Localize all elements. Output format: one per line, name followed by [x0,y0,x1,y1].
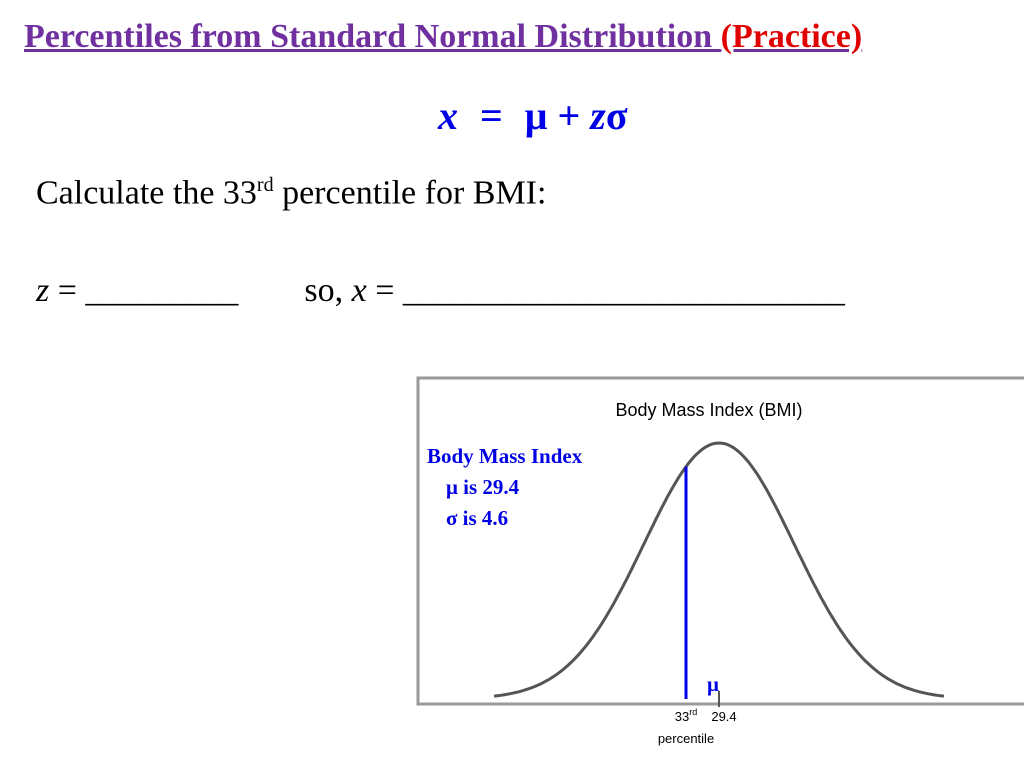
answer-z-variable: z [36,272,50,309]
formula: x = μ + zσ [438,92,628,139]
question-before: Calculate the 33 [36,174,257,212]
question-after: percentile for BMI: [273,174,547,212]
formula-sigma: σ [605,93,628,138]
percentile-word-label: percentile [658,731,714,746]
question-ordinal-suffix: rd [256,174,274,196]
formula-z: z [590,93,606,138]
bmi-chart: Body Mass Index (BMI) Body Mass Index μ … [414,376,1024,756]
annotation-sigma: σ is 4.6 [446,506,508,530]
percentile-number: 33 [675,709,689,724]
question-text: Calculate the 33rd percentile for BMI: [36,174,546,212]
chart-frame [416,376,1024,706]
slide-title-main: Percentiles from Standard Normal Distrib… [24,18,721,55]
formula-x: x [438,93,458,138]
formula-mu-plus: μ + [524,93,581,138]
percentile-suffix: rd [689,707,697,717]
slide-title-tag: (Practice) [720,18,863,55]
density-curve [493,441,945,698]
answer-so-prefix: so, [304,272,352,309]
formula-equals: = [480,93,503,138]
annotation-mu: μ is 29.4 [446,475,520,499]
bmi-chart-svg: Body Mass Index (BMI) Body Mass Index μ … [416,376,1024,746]
chart-title: Body Mass Index (BMI) [615,400,802,420]
answer-line: z = _________ so, x = ___________________… [36,272,845,310]
answer-x-blank: = __________________________ [366,272,845,309]
slide-title: Percentiles from Standard Normal Distrib… [24,18,862,56]
mu-symbol: μ [707,672,719,696]
answer-z-blank: = _________ [49,272,239,309]
mu-tick-label: 29.4 [711,709,736,724]
answer-x-variable: x [351,272,367,309]
percentile-tick-label: 33rd [675,707,697,724]
annotation-heading: Body Mass Index [427,444,583,468]
